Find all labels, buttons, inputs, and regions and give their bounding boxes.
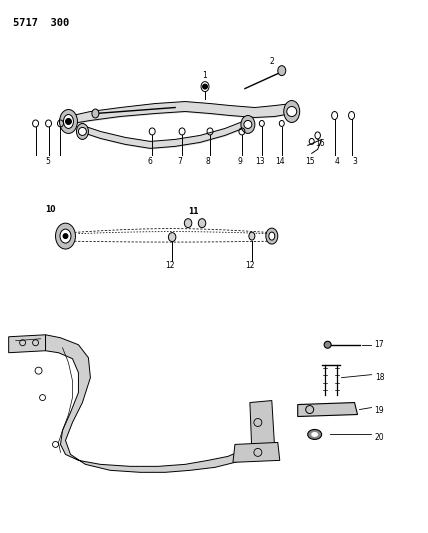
- Text: 7: 7: [178, 157, 183, 166]
- Text: 10: 10: [45, 205, 56, 214]
- Polygon shape: [250, 401, 275, 453]
- Circle shape: [65, 118, 71, 125]
- Text: 14: 14: [275, 157, 285, 166]
- Text: 4: 4: [334, 157, 339, 166]
- Polygon shape: [233, 442, 280, 462]
- Circle shape: [63, 233, 68, 239]
- Text: 18: 18: [374, 373, 384, 382]
- Ellipse shape: [92, 109, 99, 118]
- Text: 1: 1: [202, 71, 208, 80]
- Text: 8: 8: [205, 157, 211, 166]
- Polygon shape: [298, 402, 357, 416]
- Text: 2: 2: [270, 57, 274, 66]
- Text: 12: 12: [165, 261, 175, 270]
- Text: 17: 17: [374, 340, 384, 349]
- Ellipse shape: [60, 229, 71, 243]
- Circle shape: [202, 84, 208, 89]
- Ellipse shape: [168, 232, 176, 241]
- Polygon shape: [45, 335, 272, 472]
- Ellipse shape: [311, 432, 318, 437]
- Circle shape: [78, 127, 86, 135]
- Text: 12: 12: [245, 261, 255, 270]
- Text: 6: 6: [148, 157, 153, 166]
- Ellipse shape: [284, 101, 300, 123]
- Ellipse shape: [198, 219, 206, 228]
- Text: 19: 19: [374, 406, 384, 415]
- Text: 16: 16: [315, 139, 324, 148]
- Ellipse shape: [184, 219, 192, 228]
- Text: 11: 11: [188, 207, 198, 216]
- Text: 5717  300: 5717 300: [13, 18, 69, 28]
- Ellipse shape: [324, 341, 331, 348]
- Text: 15: 15: [305, 157, 315, 166]
- Ellipse shape: [249, 232, 255, 240]
- Text: 20: 20: [374, 433, 384, 442]
- Ellipse shape: [63, 115, 74, 128]
- Ellipse shape: [77, 124, 89, 140]
- Ellipse shape: [308, 430, 322, 439]
- Ellipse shape: [278, 66, 286, 76]
- Circle shape: [244, 120, 252, 128]
- Text: 9: 9: [238, 157, 242, 166]
- Polygon shape: [9, 335, 45, 353]
- Ellipse shape: [269, 232, 275, 240]
- Ellipse shape: [266, 228, 278, 244]
- Ellipse shape: [59, 109, 77, 133]
- Text: 3: 3: [352, 157, 357, 166]
- Text: 13: 13: [255, 157, 265, 166]
- Ellipse shape: [241, 116, 255, 133]
- Circle shape: [287, 107, 297, 117]
- Ellipse shape: [56, 223, 75, 249]
- Text: 5: 5: [45, 157, 50, 166]
